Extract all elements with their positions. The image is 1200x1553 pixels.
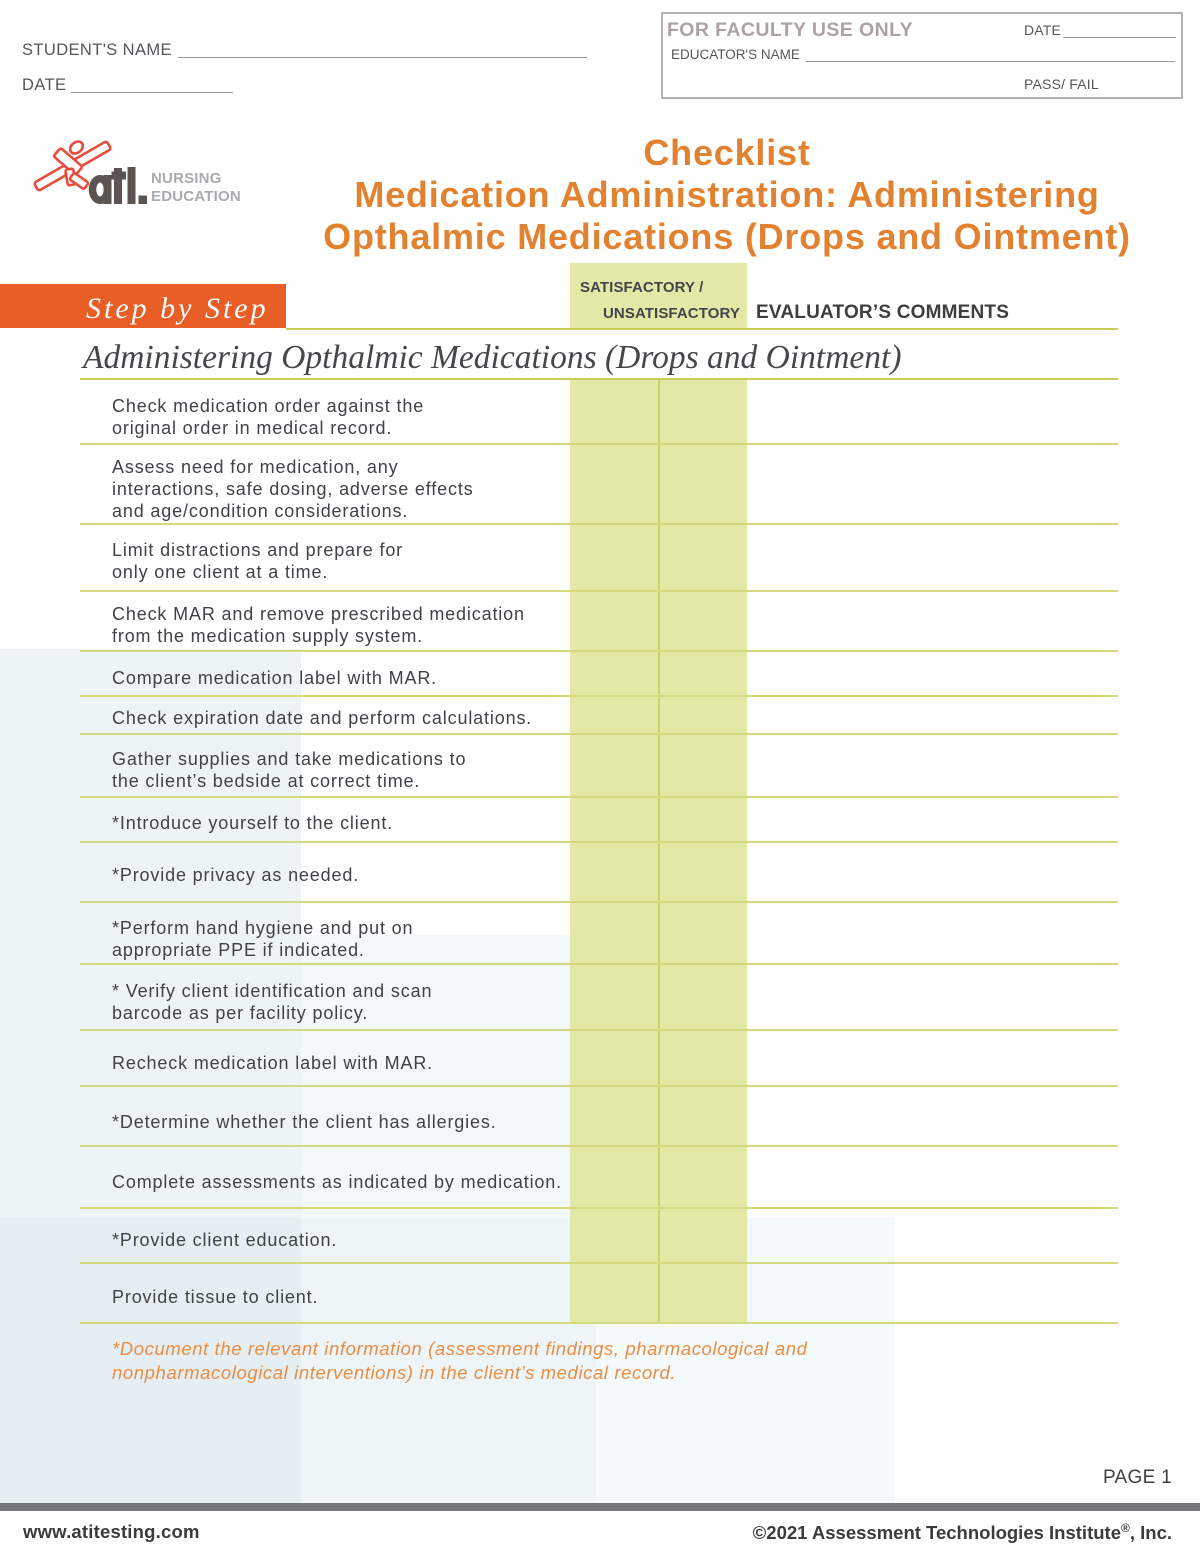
svg-text:NURSING: NURSING: [151, 170, 222, 187]
svg-text:EDUCATION: EDUCATION: [151, 188, 241, 205]
